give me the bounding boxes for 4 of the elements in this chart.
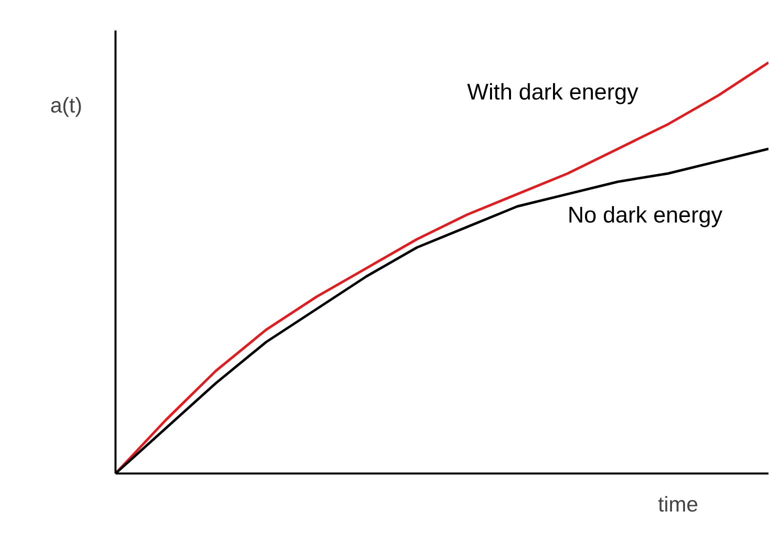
series-label: With dark energy xyxy=(467,78,640,104)
x-axis-title: time xyxy=(658,492,698,516)
y-axis-title: a(t) xyxy=(50,94,82,118)
series-label: No dark energy xyxy=(568,202,724,228)
